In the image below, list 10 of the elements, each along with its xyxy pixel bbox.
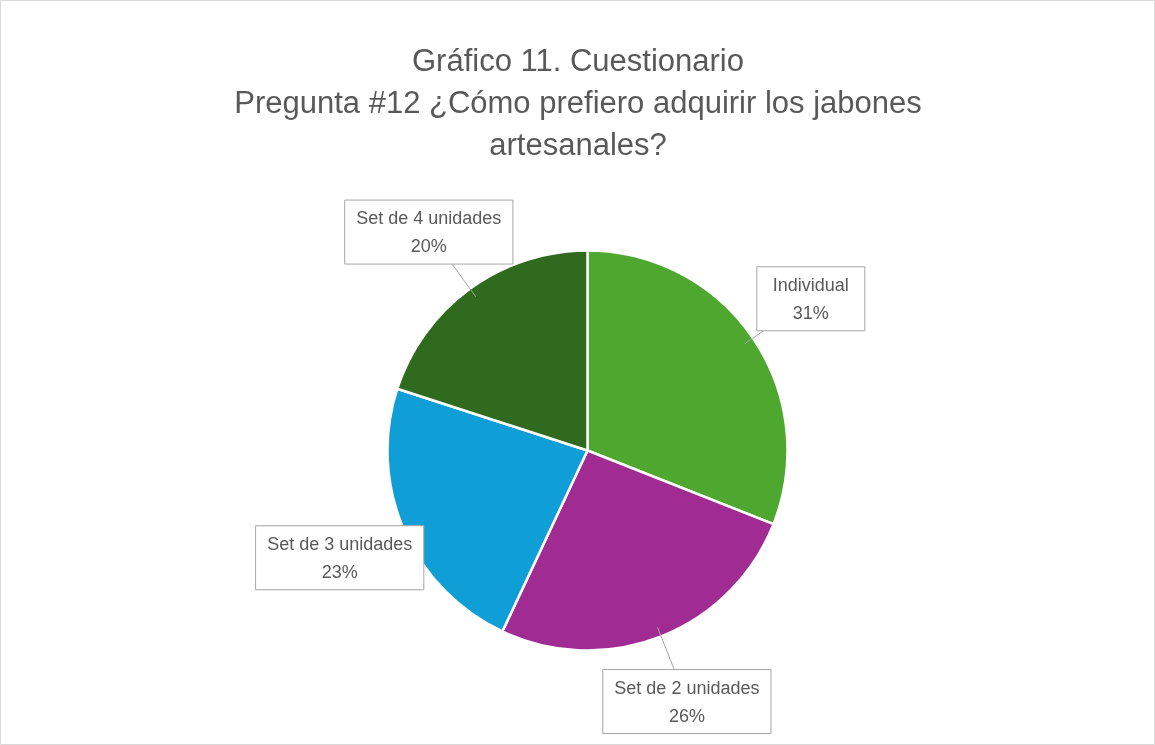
chart-title: Gráfico 11. Cuestionario <box>412 43 744 78</box>
slice-label: Set de 4 unidades <box>356 208 502 229</box>
data-label: 31% <box>792 302 829 323</box>
data-label: 26% <box>668 705 705 726</box>
slice-label: Set de 3 unidades <box>267 533 413 554</box>
data-label: 20% <box>410 236 447 257</box>
data-label: 23% <box>321 561 358 582</box>
slice-label: Set de 2 unidades <box>614 677 760 698</box>
chart-subtitle: Pregunta #12 ¿Cómo prefiero adquirir los jabones artesanales? <box>234 85 922 162</box>
slice-label: Individual <box>772 274 849 295</box>
